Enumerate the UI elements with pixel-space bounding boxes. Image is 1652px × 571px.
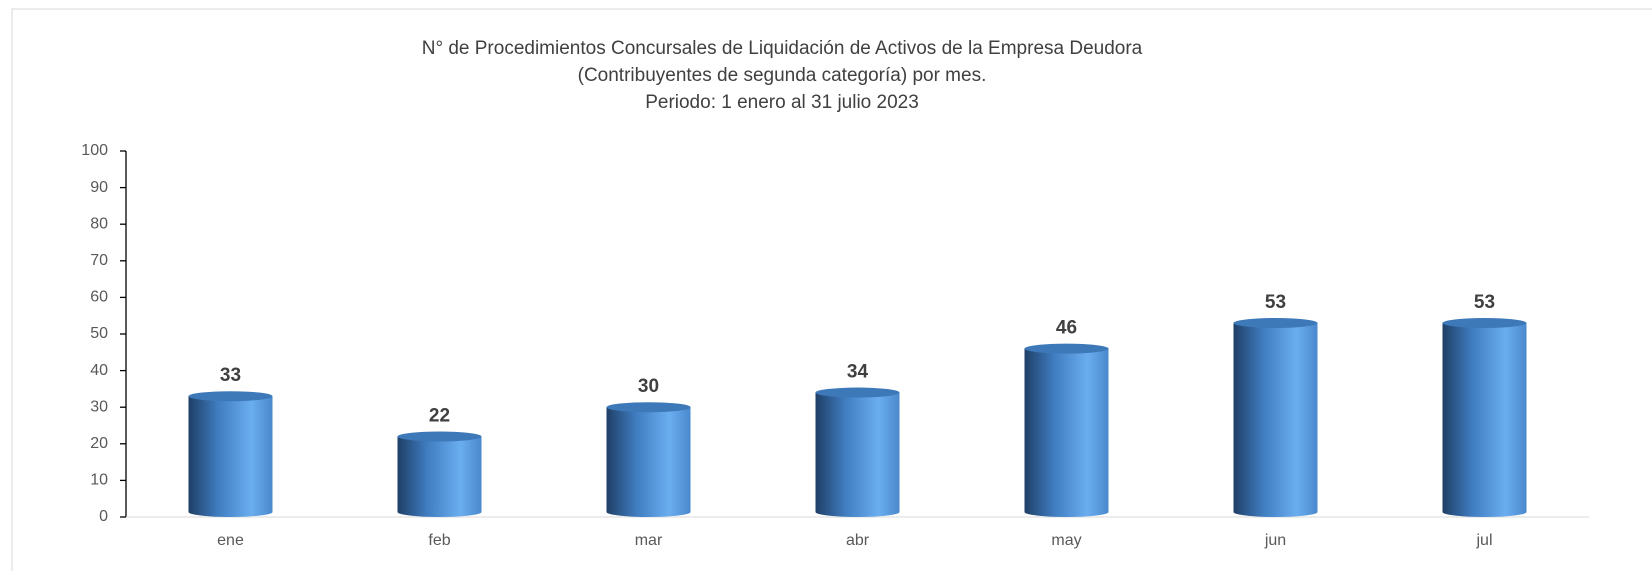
bar-top (1442, 318, 1527, 329)
x-tick-label: ene (217, 532, 244, 549)
chart-frame (11, 8, 1652, 571)
bar (397, 436, 482, 517)
chart-title: N° de Procedimientos Concursales de Liqu… (422, 38, 1143, 59)
bar-top (606, 402, 691, 413)
x-tick-label: jul (1475, 532, 1492, 549)
bar (606, 407, 691, 517)
y-tick-label: 30 (90, 398, 108, 415)
x-tick-label: jun (1264, 532, 1286, 549)
y-tick-label: 40 (90, 362, 108, 379)
x-tick-label: mar (635, 532, 663, 549)
bar-top (188, 391, 273, 402)
value-label: 30 (638, 376, 659, 397)
value-label: 22 (429, 405, 450, 426)
y-tick-label: 20 (90, 435, 108, 452)
y-tick-label: 50 (90, 325, 108, 342)
y-tick-label: 90 (90, 179, 108, 196)
y-tick-label: 60 (90, 289, 108, 306)
y-tick-label: 70 (90, 252, 108, 269)
bar-top (1024, 343, 1109, 354)
value-label: 34 (847, 362, 869, 383)
bar (815, 392, 900, 517)
y-tick-label: 0 (99, 508, 108, 525)
bar (1442, 323, 1527, 517)
bar (1024, 348, 1109, 517)
bar-top (397, 431, 482, 442)
value-label: 33 (220, 365, 241, 386)
bar-top (815, 387, 900, 398)
value-label: 46 (1056, 318, 1077, 339)
value-label: 53 (1474, 292, 1495, 313)
y-tick-label: 80 (90, 215, 108, 232)
x-tick-label: feb (428, 532, 450, 549)
bar (1233, 323, 1318, 517)
x-tick-label: may (1051, 532, 1081, 549)
bar-top (1233, 318, 1318, 329)
chart-title: (Contribuyentes de segunda categoría) po… (578, 65, 987, 86)
y-tick-label: 100 (81, 142, 108, 159)
value-label: 53 (1265, 292, 1286, 313)
y-tick-label: 10 (90, 472, 108, 489)
chart-title: Periodo: 1 enero al 31 julio 2023 (645, 92, 919, 113)
x-tick-label: abr (846, 532, 870, 549)
bar (188, 396, 273, 517)
